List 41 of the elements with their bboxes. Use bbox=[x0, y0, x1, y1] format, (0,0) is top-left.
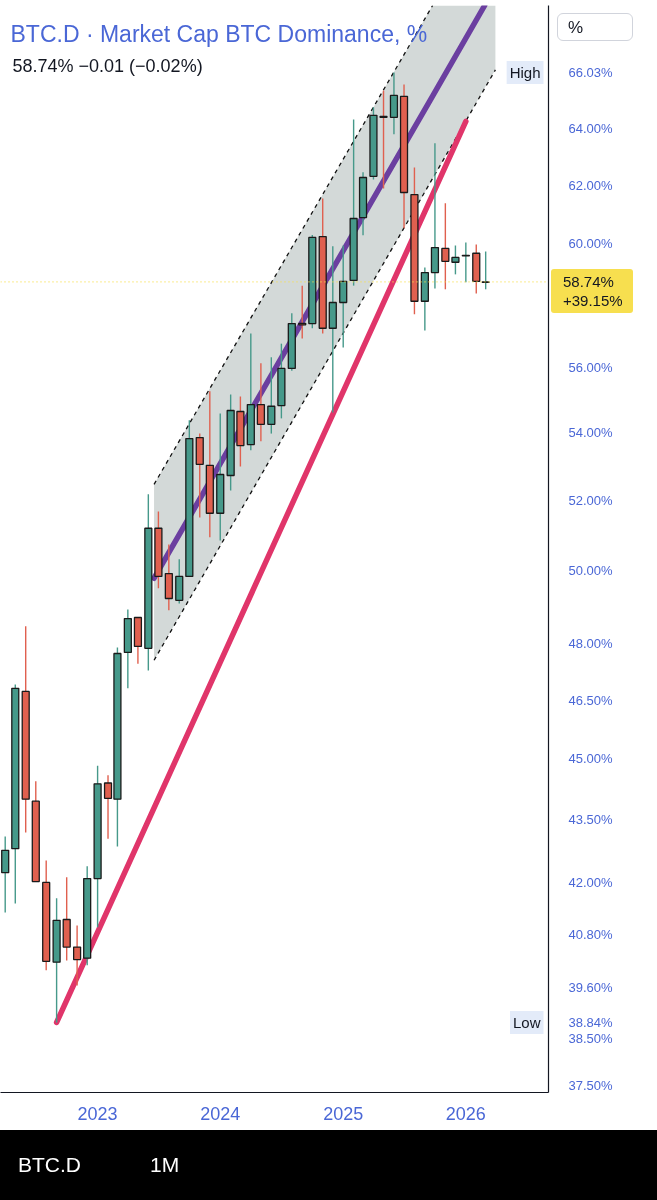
y-axis-title: % bbox=[557, 13, 633, 41]
candlestick bbox=[267, 356, 276, 435]
ref-line-label: 58.74% +39.15% bbox=[551, 269, 633, 313]
text: 58.74% −0.01 (−0.02%) bbox=[12, 55, 203, 76]
x-tick-label: 2024 bbox=[200, 1103, 241, 1124]
candlestick bbox=[451, 244, 460, 276]
candlestick bbox=[256, 362, 266, 442]
y-tick-label: 40.80% bbox=[568, 926, 614, 942]
y-tick-label: 54.00% bbox=[568, 425, 614, 441]
y-tick-label: 39.60% bbox=[568, 980, 614, 996]
x-tick-label: 2023 bbox=[77, 1103, 118, 1124]
y-tick-label: 66.03% bbox=[568, 65, 614, 81]
x-tick-label: 2025 bbox=[323, 1103, 364, 1124]
candlestick bbox=[481, 250, 490, 290]
y-tick-label: 42.00% bbox=[568, 874, 614, 890]
annotation: High bbox=[509, 64, 541, 82]
candlestick bbox=[72, 924, 82, 987]
candlestick bbox=[175, 558, 184, 605]
text: BTC.D · Market Cap BTC Dominance, % bbox=[10, 20, 428, 47]
x-tick-label: 2026 bbox=[445, 1103, 486, 1124]
candlestick bbox=[1, 835, 10, 914]
y-tick-label: 64.00% bbox=[568, 120, 614, 136]
y-tick-label: 50.00% bbox=[568, 562, 614, 578]
y-tick-label: 38.84% bbox=[568, 1014, 614, 1030]
text: 1M bbox=[150, 1152, 180, 1178]
y-tick-label: 46.50% bbox=[568, 692, 614, 708]
candlestick bbox=[461, 241, 470, 283]
annotation: Low bbox=[512, 1013, 541, 1031]
y-tick-label: 56.00% bbox=[568, 359, 614, 375]
y-tick-label: 37.50% bbox=[568, 1077, 614, 1093]
candlestick bbox=[389, 71, 399, 136]
y-tick-label: 48.00% bbox=[568, 635, 614, 651]
y-tick-label: 62.00% bbox=[568, 177, 614, 193]
y-tick-label: 60.00% bbox=[568, 236, 614, 252]
y-tick-label: 38.50% bbox=[568, 1030, 614, 1046]
y-tick-label: 43.50% bbox=[568, 812, 614, 828]
y-tick-label: 52.00% bbox=[568, 492, 614, 508]
y-tick-label: 45.00% bbox=[568, 751, 614, 767]
candlestick bbox=[441, 202, 450, 290]
candlestick bbox=[339, 244, 348, 349]
text: BTC.D bbox=[18, 1152, 81, 1178]
